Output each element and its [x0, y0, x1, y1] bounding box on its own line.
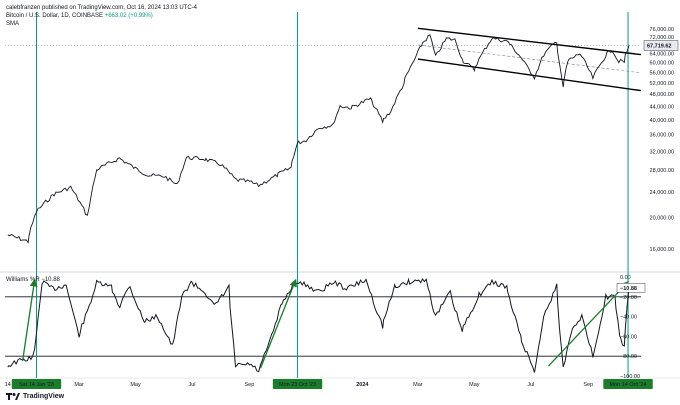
date-badge-label: Mon 14 Oct '24 [609, 382, 646, 388]
price-axis-tick: 60,000.00 [650, 61, 674, 67]
symbol-name: Bitcoin / U.S. Dollar, 1D, COINBASE [6, 13, 104, 19]
price-axis-tick: 16,000.00 [650, 247, 674, 253]
time-axis-tick: Sep [245, 382, 255, 388]
williams-series-line[interactable] [7, 277, 630, 373]
price-axis-tick: 32,000.00 [650, 149, 674, 155]
time-axis-tick: Jul [527, 382, 534, 388]
price-axis-tick: 36,000.00 [650, 133, 674, 139]
williams-axis-tick: 0.00 [620, 275, 631, 281]
date-badge-label: Mon 23 Oct '23 [279, 382, 316, 388]
sma-legend[interactable]: SMA [6, 21, 20, 27]
channel-line[interactable] [417, 58, 642, 92]
time-axis-tick: Mar [74, 382, 84, 388]
trend-arrow[interactable] [259, 278, 297, 369]
price-axis-tick: 56,000.00 [650, 70, 674, 76]
williams-value-badge[interactable] [616, 283, 646, 293]
price-axis-tick: 44,000.00 [650, 104, 674, 110]
williams-value: −10.88 [41, 277, 60, 283]
last-price-label: 67,719.62 [647, 44, 671, 50]
price-axis-tick: 40,000.00 [650, 118, 674, 124]
date-badge[interactable] [11, 379, 62, 389]
price-axis-tick: 48,000.00 [650, 92, 674, 98]
channel-line[interactable] [417, 27, 642, 56]
date-badge[interactable] [603, 379, 653, 389]
williams-legend[interactable]: Williams %R −10.88 [6, 277, 60, 283]
williams-value-badge-label: −10.88 [620, 286, 637, 292]
time-axis-tick: 2024 [356, 382, 369, 388]
time-axis-tick: May [469, 382, 480, 388]
time-axis-tick: Sep [583, 382, 593, 388]
price-axis-tick: 72,000.00 [650, 35, 674, 41]
price-axis-tick: 76,000.00 [650, 27, 674, 33]
price-axis-tick: 28,000.00 [650, 168, 674, 174]
sma-midline [417, 44, 642, 74]
williams-name: Williams %R [6, 277, 40, 283]
price-change: +663.02 (+0.99%) [104, 13, 153, 19]
trend-arrow[interactable] [547, 281, 629, 367]
time-axis-tick: Mar [413, 382, 423, 388]
date-badge[interactable] [272, 379, 323, 389]
trend-arrow[interactable] [21, 278, 38, 362]
price-axis-tick: 20,000.00 [650, 216, 674, 222]
tradingview-logo[interactable]: TradingView [6, 393, 64, 400]
time-axis-tick: 14 [5, 382, 11, 388]
symbol-title: Bitcoin / U.S. Dollar, 1D, COINBASE +663… [6, 13, 153, 19]
brand-name: TradingView [23, 393, 65, 400]
price-series-line[interactable] [7, 34, 630, 244]
tradingview-icon [6, 393, 20, 400]
last-price-badge[interactable] [643, 40, 679, 51]
price-axis-tick: 24,000.00 [650, 190, 674, 196]
time-axis-tick: May [130, 382, 141, 388]
price-axis-tick: 52,000.00 [650, 81, 674, 87]
date-badge-label: Sat 14 Jan '23 [19, 382, 54, 388]
publisher-line: calebfranzen published on TradingView.co… [6, 5, 198, 11]
price-axis-tick: 64,000.00 [650, 51, 674, 57]
williams-axis-tick: −100.00 [620, 374, 640, 380]
time-axis-tick: Jul [188, 382, 195, 388]
